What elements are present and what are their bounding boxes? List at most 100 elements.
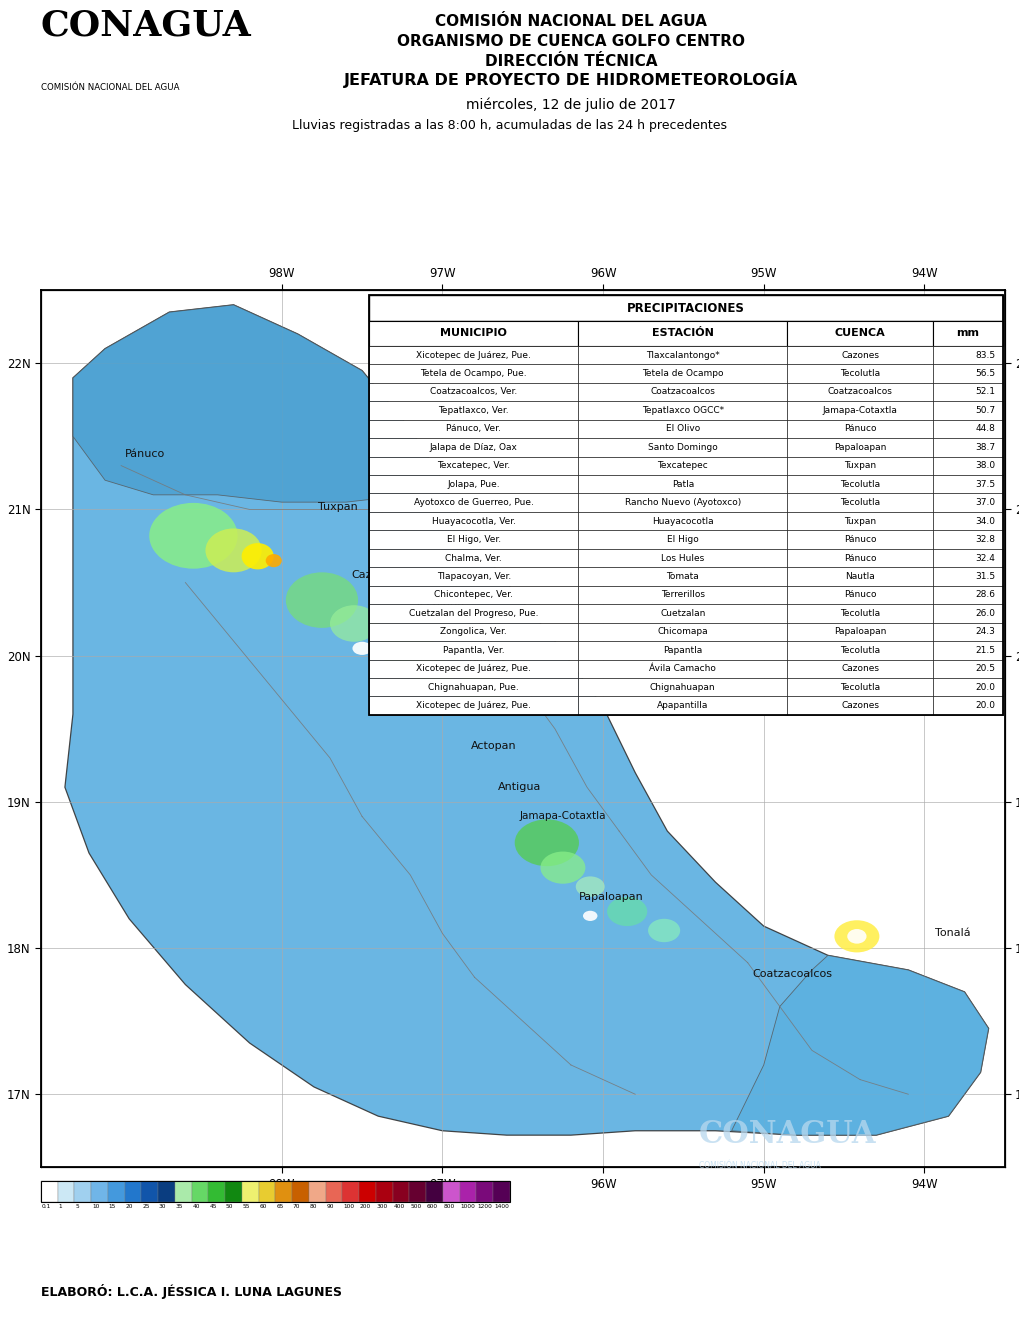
Bar: [787, 604, 932, 623]
Polygon shape: [65, 305, 987, 1136]
Bar: [242, 1181, 259, 1203]
Text: Los Hules: Los Hules: [660, 554, 704, 562]
Bar: [787, 401, 932, 419]
Text: 1: 1: [58, 1204, 62, 1208]
Bar: [932, 346, 1002, 364]
Bar: [787, 456, 932, 475]
Bar: [932, 678, 1002, 696]
Bar: [787, 549, 932, 567]
Text: Jolapa, Pue.: Jolapa, Pue.: [447, 480, 499, 489]
Text: Coatzacoalcos: Coatzacoalcos: [826, 388, 892, 397]
Text: JEFATURA DE PROYECTO DE HIDROMETEOROLOGÍA: JEFATURA DE PROYECTO DE HIDROMETEOROLOGÍ…: [343, 70, 798, 88]
Bar: [787, 321, 932, 346]
Ellipse shape: [379, 628, 435, 669]
Bar: [578, 586, 787, 604]
Text: PRECIPITACIONES: PRECIPITACIONES: [627, 302, 744, 314]
Text: Texcatepec: Texcatepec: [657, 462, 707, 471]
Text: El Olivo: El Olivo: [665, 425, 699, 434]
Bar: [369, 383, 578, 401]
Polygon shape: [731, 955, 987, 1136]
Bar: [932, 321, 1002, 346]
Text: miércoles, 12 de julio de 2017: miércoles, 12 de julio de 2017: [466, 98, 676, 112]
Bar: [932, 549, 1002, 567]
Text: 28.6: 28.6: [974, 591, 995, 599]
Text: Papaloapan: Papaloapan: [834, 443, 886, 452]
Bar: [787, 696, 932, 715]
Bar: [342, 1181, 359, 1203]
Bar: [578, 493, 787, 512]
Text: Texcatepec, Ver.: Texcatepec, Ver.: [437, 462, 510, 471]
Text: Pánuco: Pánuco: [843, 591, 875, 599]
Text: Ávila Camacho: Ávila Camacho: [649, 665, 715, 673]
Bar: [369, 623, 578, 641]
Bar: [158, 1181, 174, 1203]
Bar: [578, 419, 787, 438]
Bar: [787, 346, 932, 364]
Text: CONAGUA: CONAGUA: [698, 1119, 875, 1150]
Text: 24.3: 24.3: [974, 628, 995, 636]
Bar: [369, 419, 578, 438]
Bar: [124, 1181, 142, 1203]
Bar: [369, 641, 578, 660]
Bar: [578, 321, 787, 346]
Ellipse shape: [242, 543, 273, 570]
Bar: [932, 586, 1002, 604]
Text: Huayacocotla: Huayacocotla: [651, 517, 713, 525]
Text: 20.0: 20.0: [974, 702, 995, 710]
Text: Jamapa-Cotaxtla: Jamapa-Cotaxtla: [519, 811, 605, 822]
Bar: [369, 586, 578, 604]
Bar: [578, 512, 787, 530]
Text: COMISIÓN NACIONAL DEL AGUA: COMISIÓN NACIONAL DEL AGUA: [41, 83, 179, 92]
Bar: [369, 696, 578, 715]
Text: 21.5: 21.5: [974, 646, 995, 654]
Bar: [578, 346, 787, 364]
Text: 37.5: 37.5: [974, 480, 995, 489]
Text: CONAGUA: CONAGUA: [41, 8, 252, 42]
Text: 45: 45: [209, 1204, 216, 1208]
Text: 32.4: 32.4: [974, 554, 995, 562]
Text: 500: 500: [410, 1204, 421, 1208]
Bar: [932, 530, 1002, 549]
Text: Tonalá: Tonalá: [934, 929, 970, 938]
Bar: [787, 475, 932, 493]
Bar: [369, 660, 578, 678]
Text: Tecolutla: Tecolutla: [840, 499, 879, 508]
Text: Tecolutla: Tecolutla: [414, 600, 464, 609]
Bar: [787, 512, 932, 530]
Text: Pánuco: Pánuco: [843, 536, 875, 543]
Ellipse shape: [583, 910, 597, 921]
Bar: [787, 493, 932, 512]
Text: 300: 300: [376, 1204, 387, 1208]
Bar: [932, 493, 1002, 512]
Text: 52.1: 52.1: [974, 388, 995, 397]
Bar: [787, 641, 932, 660]
Bar: [442, 1181, 460, 1203]
Ellipse shape: [453, 674, 501, 711]
Bar: [932, 604, 1002, 623]
Bar: [259, 1181, 275, 1203]
Bar: [192, 1181, 208, 1203]
Text: 100: 100: [343, 1204, 354, 1208]
Bar: [578, 364, 787, 383]
Bar: [275, 1181, 291, 1203]
Ellipse shape: [575, 876, 604, 897]
Text: 800: 800: [443, 1204, 454, 1208]
Bar: [369, 346, 578, 364]
Text: 1400: 1400: [493, 1204, 508, 1208]
Text: 38.0: 38.0: [974, 462, 995, 471]
Bar: [932, 419, 1002, 438]
Text: 1200: 1200: [477, 1204, 492, 1208]
Text: 83.5: 83.5: [974, 351, 995, 360]
Text: Lluvias registradas a las 8:00 h, acumuladas de las 24 h precedentes: Lluvias registradas a las 8:00 h, acumul…: [292, 119, 727, 132]
Text: Pánuco: Pánuco: [843, 425, 875, 434]
Text: 80: 80: [310, 1204, 317, 1208]
Bar: [932, 364, 1002, 383]
Text: El Higo, Ver.: El Higo, Ver.: [446, 536, 500, 543]
Ellipse shape: [647, 919, 680, 942]
Text: Coatzacoalcos: Coatzacoalcos: [650, 388, 714, 397]
Bar: [460, 1181, 476, 1203]
Bar: [787, 364, 932, 383]
Text: Cazones: Cazones: [841, 665, 878, 673]
Ellipse shape: [285, 572, 358, 628]
Bar: [369, 401, 578, 419]
